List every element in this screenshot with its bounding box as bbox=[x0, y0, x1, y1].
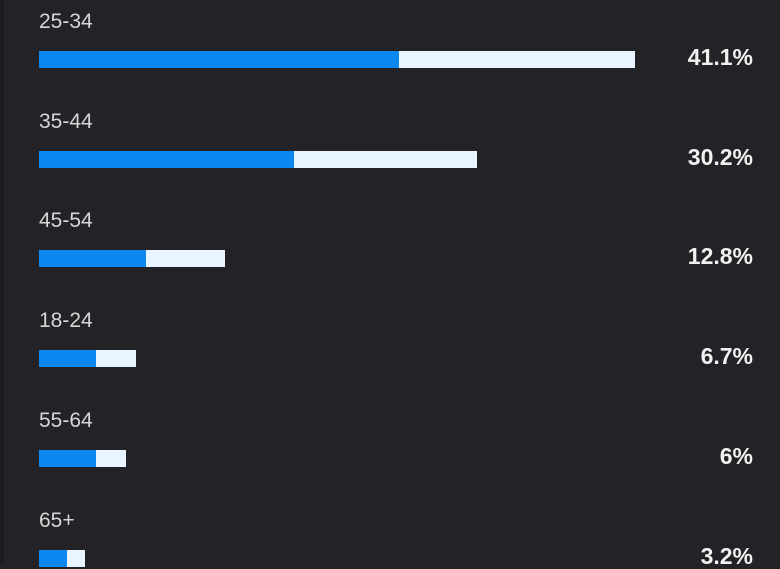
percent-label: 41.1% bbox=[687, 44, 753, 70]
percent-label: 30.2% bbox=[687, 143, 753, 170]
bar-highlight bbox=[39, 51, 399, 68]
age-label: 18-24 bbox=[39, 309, 93, 333]
age-label: 25-34 bbox=[39, 10, 93, 33]
bar-highlight bbox=[39, 250, 147, 268]
bar-highlight bbox=[39, 350, 96, 368]
percent-label: 3.2% bbox=[700, 542, 753, 569]
age-label: 45-54 bbox=[39, 209, 93, 233]
percent-label: 6% bbox=[719, 442, 753, 469]
percent-label: 6.7% bbox=[700, 343, 753, 370]
age-label: 65+ bbox=[39, 508, 75, 532]
age-label: 55-64 bbox=[39, 408, 93, 432]
panel-edge bbox=[0, 0, 4, 565]
age-label: 35-44 bbox=[39, 109, 93, 133]
bar-highlight bbox=[39, 449, 96, 467]
bar-highlight bbox=[39, 549, 67, 567]
bar-highlight bbox=[39, 150, 295, 168]
percent-label: 12.8% bbox=[687, 243, 753, 270]
